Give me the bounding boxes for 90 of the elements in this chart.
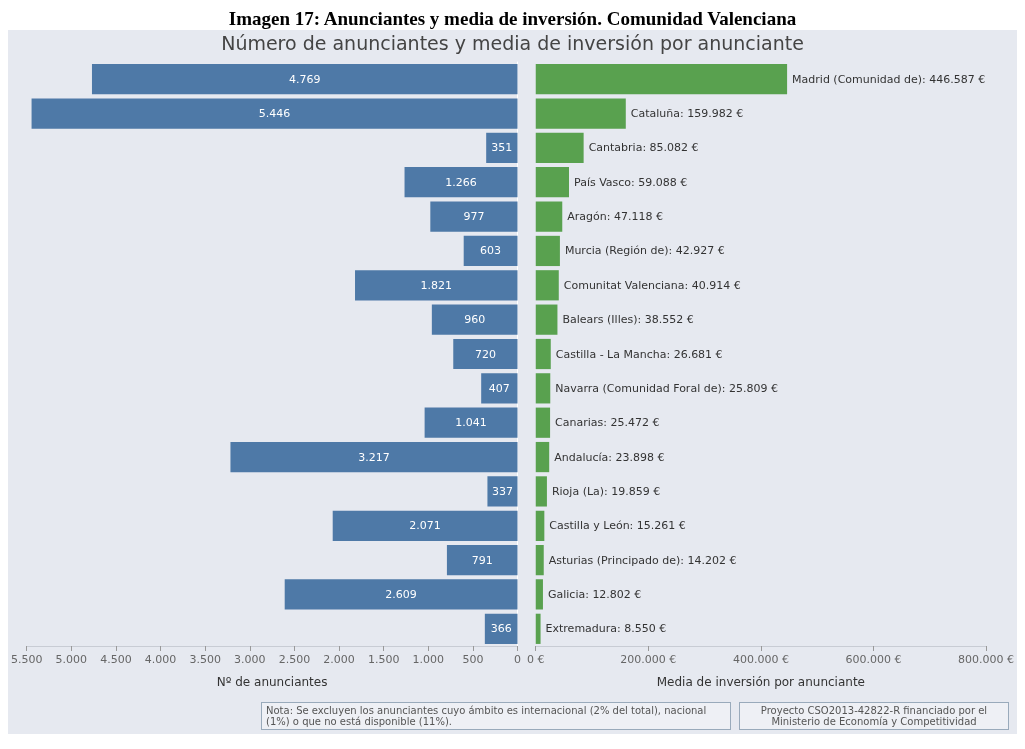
bar [481, 373, 518, 404]
data-label: 1.821 [420, 278, 453, 292]
data-label: Cataluña: 159.982 € [630, 107, 744, 121]
data-label: Cantabria: 85.082 € [588, 141, 699, 155]
data-label: 3.217 [358, 450, 390, 464]
x-tick-label: 5.500 [11, 653, 43, 666]
data-label: 1.266 [445, 175, 477, 189]
x-tick-label: 4.000 [144, 653, 177, 666]
data-label: Balears (Illes): 38.552 € [562, 313, 694, 327]
x-axis-title: Nº de anunciantes [216, 675, 328, 689]
data-label: Rioja (La): 19.859 € [551, 484, 661, 498]
data-label: 5.446 [258, 107, 291, 121]
bar [91, 64, 518, 95]
bar [535, 545, 544, 576]
bar [284, 579, 518, 610]
bar [424, 407, 518, 438]
text: Proyecto CSO2013-42822-R financiado por el Ministerio de Economía y Competitividad [739, 702, 1009, 730]
bar [535, 132, 584, 163]
data-label: 337 [491, 484, 513, 498]
data-label: Aragón: 47.118 € [567, 210, 663, 224]
chart-title: Imagen 17: Anunciantes y media de inversión. Comunidad Valenciana [227, 8, 798, 30]
data-label: 791 [471, 553, 493, 567]
data-label: Murcia (Región de): 42.927 € [564, 244, 725, 258]
bar [535, 407, 551, 438]
x-tick-label: 0 [514, 653, 521, 666]
bar [535, 235, 560, 267]
bar [535, 613, 541, 644]
bar [535, 510, 545, 541]
x-tick-label: 400.000 € [732, 653, 789, 666]
bar [535, 441, 550, 473]
x-tick-label: 3.000 [234, 653, 266, 666]
data-label: 2.609 [385, 587, 417, 601]
data-label: 407 [488, 381, 510, 395]
chart-subtitle: Número de anunciantes y media de inversión por anunciante [220, 31, 805, 56]
x-tick-label: 2.500 [278, 653, 311, 666]
data-label: Canarias: 25.472 € [555, 416, 660, 430]
bar [31, 98, 518, 129]
data-label: 366 [490, 622, 512, 636]
data-label: Navarra (Comunidad Foral de): 25.809 € [555, 381, 778, 395]
x-tick-label: 200.000 € [620, 653, 677, 666]
x-tick-label: 500 [462, 653, 484, 666]
x-axis-title: Media de inversión por anunciante [656, 675, 865, 689]
data-label: Castilla y León: 15.261 € [549, 519, 686, 533]
bar [535, 98, 626, 129]
data-label: Andalucía: 23.898 € [554, 450, 665, 464]
bar [535, 201, 563, 232]
bar [535, 579, 543, 610]
bar [535, 64, 788, 95]
data-label: Extremadura: 8.550 € [545, 622, 667, 636]
data-label: Asturias (Principado de): 14.202 € [548, 553, 737, 567]
bar [535, 476, 547, 507]
bar [535, 167, 569, 198]
data-label: 1.041 [455, 416, 487, 430]
bar [535, 304, 558, 335]
data-label: 603 [480, 244, 502, 258]
bar [453, 338, 518, 370]
bar [487, 476, 518, 507]
data-label: 960 [464, 313, 486, 327]
data-label: Galicia: 12.802 € [547, 587, 642, 601]
data-label: 351 [491, 141, 513, 155]
bar [535, 373, 551, 404]
x-tick-label: 600.000 € [845, 653, 902, 666]
data-label: Comunitat Valenciana: 40.914 € [563, 278, 741, 292]
text: Nota: Se excluyen los anunciantes cuyo ámbito es internacional (2% del total), nacional (1%) o que no está disponible (11%). [261, 702, 731, 730]
x-tick-label: 4.500 [100, 653, 132, 666]
x-tick-label: 1.000 [412, 653, 445, 666]
data-label: 720 [474, 347, 496, 361]
bar [230, 441, 518, 473]
x-tick-label: 5.000 [55, 653, 88, 666]
data-label: Madrid (Comunidad de): 446.587 € [792, 72, 986, 86]
x-tick-label: 0 € [527, 653, 545, 666]
bar [535, 338, 551, 370]
bar [463, 235, 518, 267]
x-tick-label: 800.000 € [958, 653, 1014, 666]
bar [404, 167, 518, 198]
bar [446, 545, 518, 576]
bar [535, 270, 559, 301]
data-label: País Vasco: 59.088 € [574, 175, 688, 189]
x-tick-label: 3.500 [189, 653, 221, 666]
bar [355, 270, 518, 301]
data-label: 2.071 [409, 519, 441, 533]
bar [486, 132, 518, 163]
data-label: 977 [463, 210, 485, 224]
bar [430, 201, 518, 232]
x-tick-label: 2.000 [323, 653, 355, 666]
bar [332, 510, 518, 541]
data-label: Castilla - La Mancha: 26.681 € [555, 347, 723, 361]
x-tick-label: 1.500 [367, 653, 400, 666]
bar [431, 304, 518, 335]
data-label: 4.769 [288, 72, 321, 86]
